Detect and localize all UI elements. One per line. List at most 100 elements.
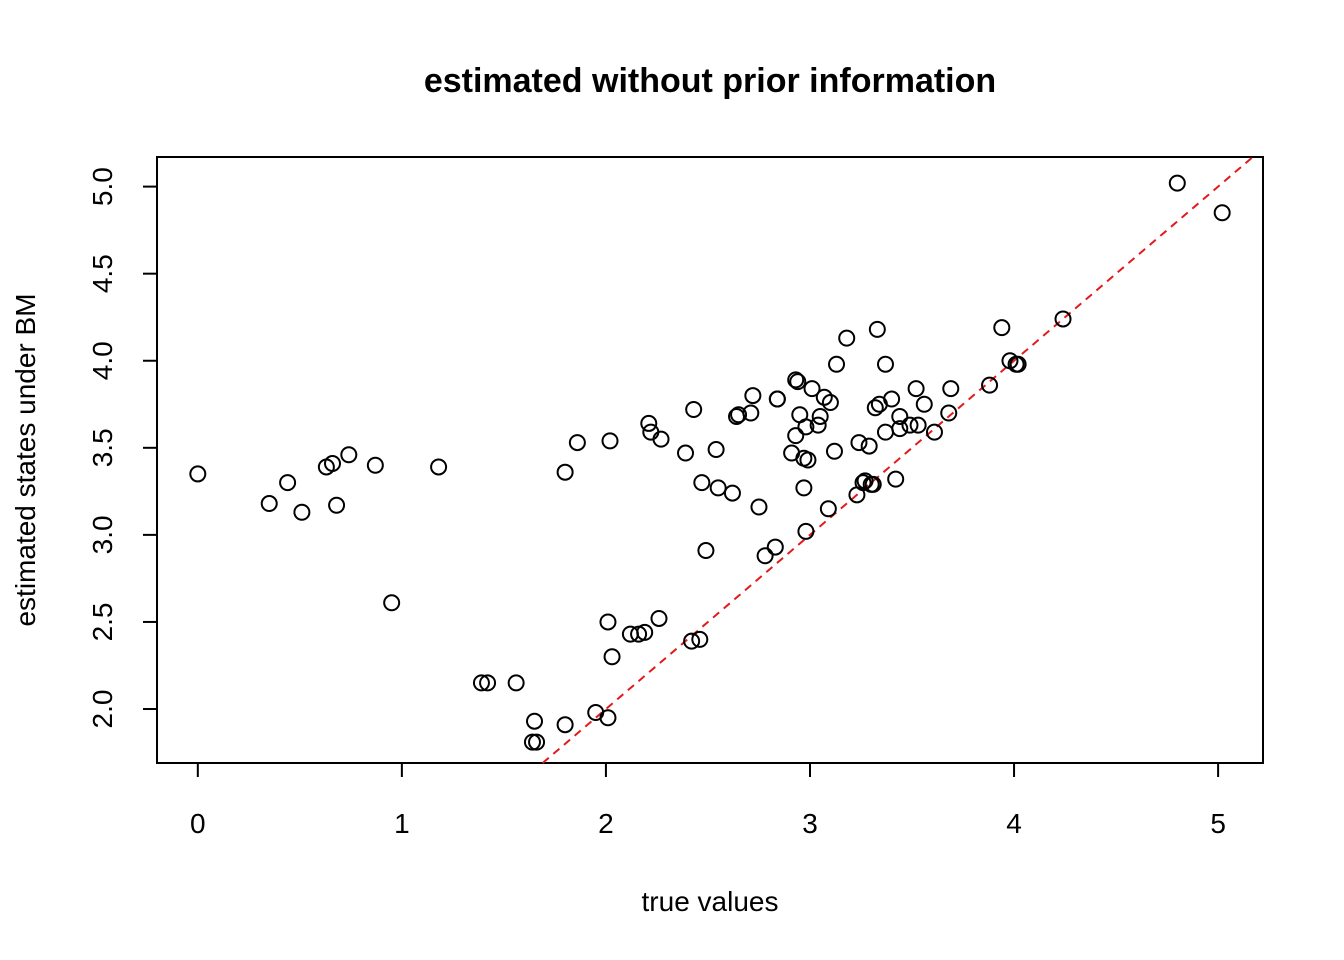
- x-tick-label: 1: [394, 808, 410, 839]
- data-point: [891, 420, 909, 438]
- data-point: [293, 503, 311, 521]
- data-point: [883, 390, 901, 408]
- data-point: [901, 416, 919, 434]
- data-point: [636, 623, 654, 641]
- data-point: [677, 444, 695, 462]
- y-tick-label: 5.0: [87, 167, 118, 206]
- data-point: [691, 630, 709, 648]
- data-point: [876, 423, 894, 441]
- data-point: [850, 434, 868, 452]
- data-point: [909, 416, 927, 434]
- data-point: [323, 454, 341, 472]
- y-tick-label: 4.5: [87, 254, 118, 293]
- y-axis: 2.0 2.5 3.0 3.5 4.0 4.5 5.0: [87, 167, 158, 728]
- data-point: [556, 463, 574, 481]
- data-point: [599, 613, 617, 631]
- data-point: [866, 399, 884, 417]
- data-point: [709, 479, 727, 497]
- data-point: [599, 709, 617, 727]
- data-point: [1054, 310, 1072, 328]
- data-point: [750, 498, 768, 516]
- x-tick-label: 0: [190, 808, 206, 839]
- data-point: [340, 446, 358, 464]
- data-point: [766, 538, 784, 556]
- data-point: [523, 733, 541, 751]
- data-point: [825, 442, 843, 460]
- data-point: [828, 355, 846, 373]
- data-point: [601, 432, 619, 450]
- data-point: [768, 390, 786, 408]
- data-point: [742, 404, 760, 422]
- data-point: [795, 479, 813, 497]
- data-point: [860, 437, 878, 455]
- y-axis-label: estimated states under BM: [10, 293, 41, 626]
- data-point: [797, 522, 815, 540]
- data-point: [981, 376, 999, 394]
- data-point: [279, 474, 297, 492]
- data-point: [640, 414, 658, 432]
- data-point: [383, 594, 401, 612]
- data-point: [756, 547, 774, 565]
- data-point: [887, 470, 905, 488]
- data-point: [868, 320, 886, 338]
- data-point: [642, 423, 660, 441]
- data-point: [683, 632, 701, 650]
- data-point: [1168, 174, 1186, 192]
- data-point: [603, 648, 621, 666]
- chart-title: estimated without prior information: [424, 62, 996, 100]
- data-point: [652, 430, 670, 448]
- data-point: [811, 407, 829, 425]
- data-point: [693, 474, 711, 492]
- data-point: [260, 495, 278, 513]
- data-point: [526, 712, 544, 730]
- data-point: [1009, 355, 1027, 373]
- data-point: [472, 674, 490, 692]
- data-point: [940, 404, 958, 422]
- data-points: [189, 174, 1231, 751]
- data-point: [993, 319, 1011, 337]
- data-point: [864, 475, 882, 493]
- data-point: [1213, 204, 1231, 222]
- data-point: [479, 674, 497, 692]
- data-point: [942, 380, 960, 398]
- data-point: [744, 387, 762, 405]
- y-tick-label: 4.0: [87, 341, 118, 380]
- x-tick-label: 3: [802, 808, 818, 839]
- y-tick-label: 3.0: [87, 515, 118, 554]
- data-point: [891, 407, 909, 425]
- x-tick-label: 4: [1006, 808, 1022, 839]
- data-point: [915, 395, 933, 413]
- data-point: [685, 401, 703, 418]
- reference-line: [542, 156, 1254, 764]
- data-point: [730, 406, 748, 424]
- data-point: [789, 373, 807, 391]
- data-point: [925, 423, 943, 441]
- data-point: [366, 456, 384, 474]
- reference-line-group: [542, 156, 1254, 764]
- data-point: [838, 329, 856, 347]
- data-point: [723, 484, 741, 502]
- data-point: [821, 394, 839, 412]
- x-tick-label: 5: [1210, 808, 1226, 839]
- data-point: [797, 418, 815, 436]
- data-point: [650, 609, 668, 627]
- data-point: [854, 474, 872, 492]
- y-tick-label: 3.5: [87, 428, 118, 467]
- data-point: [556, 716, 574, 734]
- data-point: [697, 542, 715, 560]
- data-point: [787, 427, 805, 445]
- data-point: [809, 416, 827, 434]
- data-point: [876, 355, 894, 373]
- y-tick-label: 2.5: [87, 602, 118, 641]
- data-point: [507, 674, 525, 692]
- data-point: [907, 380, 925, 398]
- data-point: [799, 451, 817, 469]
- data-point: [787, 371, 805, 389]
- x-axis: 0 1 2 3 4 5: [190, 762, 1226, 839]
- data-point: [819, 500, 837, 518]
- data-point: [328, 496, 346, 514]
- data-point: [528, 733, 546, 751]
- x-tick-label: 2: [598, 808, 614, 839]
- data-point: [568, 434, 586, 452]
